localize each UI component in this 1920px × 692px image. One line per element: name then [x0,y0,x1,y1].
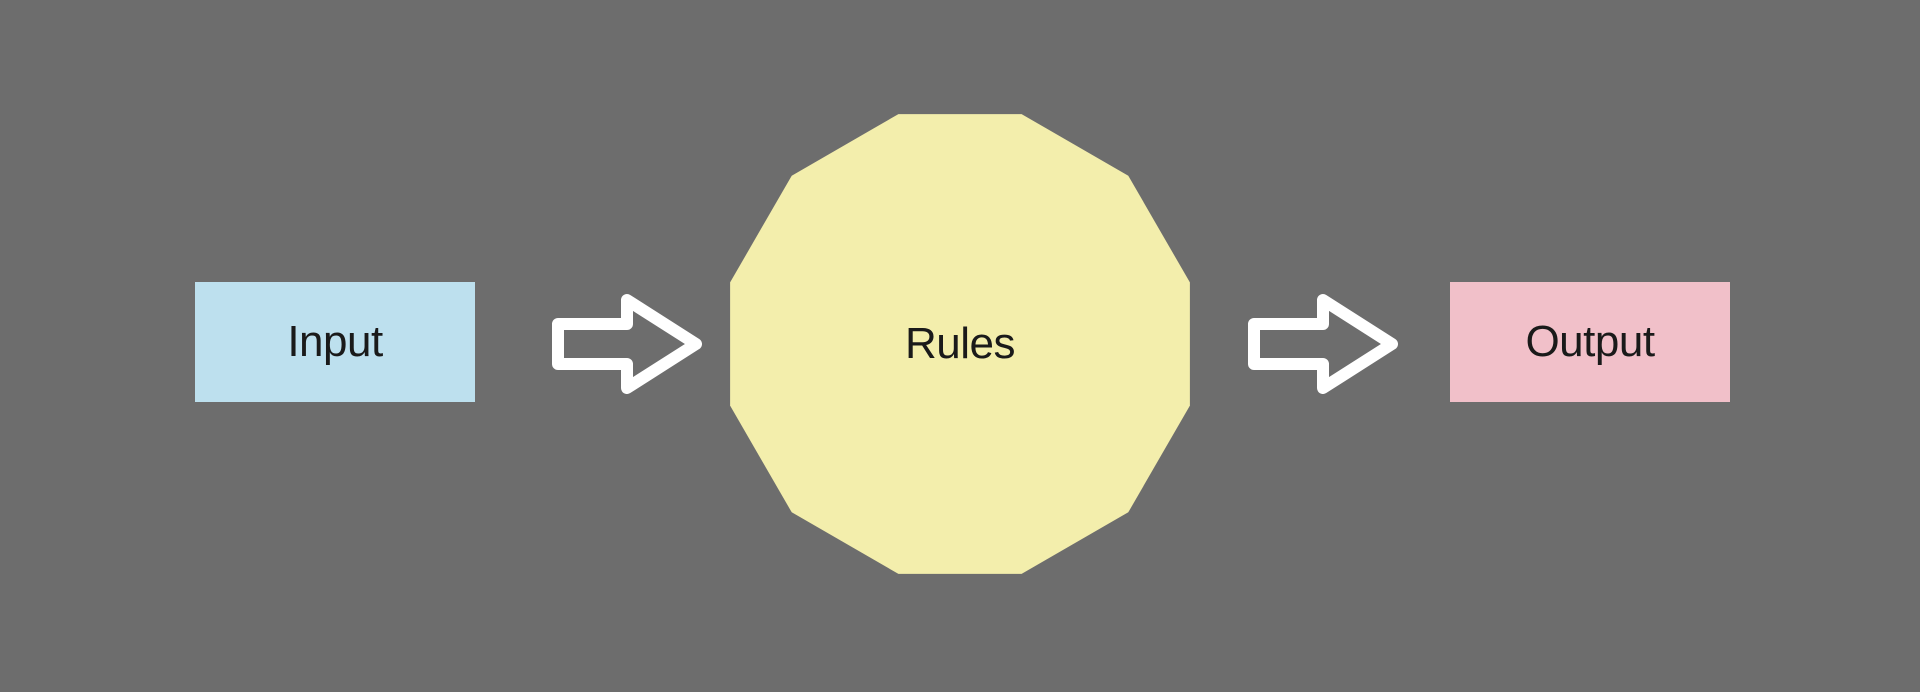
rules-label: Rules [905,319,1015,369]
arrow-icon [552,294,702,394]
output-node: Output [1450,282,1730,402]
rules-node: Rules [722,106,1198,582]
diagram-canvas: Input Rules Output [0,0,1920,692]
arrow-icon [1248,294,1398,394]
input-label: Input [287,317,382,367]
input-node: Input [195,282,475,402]
output-label: Output [1525,317,1654,367]
